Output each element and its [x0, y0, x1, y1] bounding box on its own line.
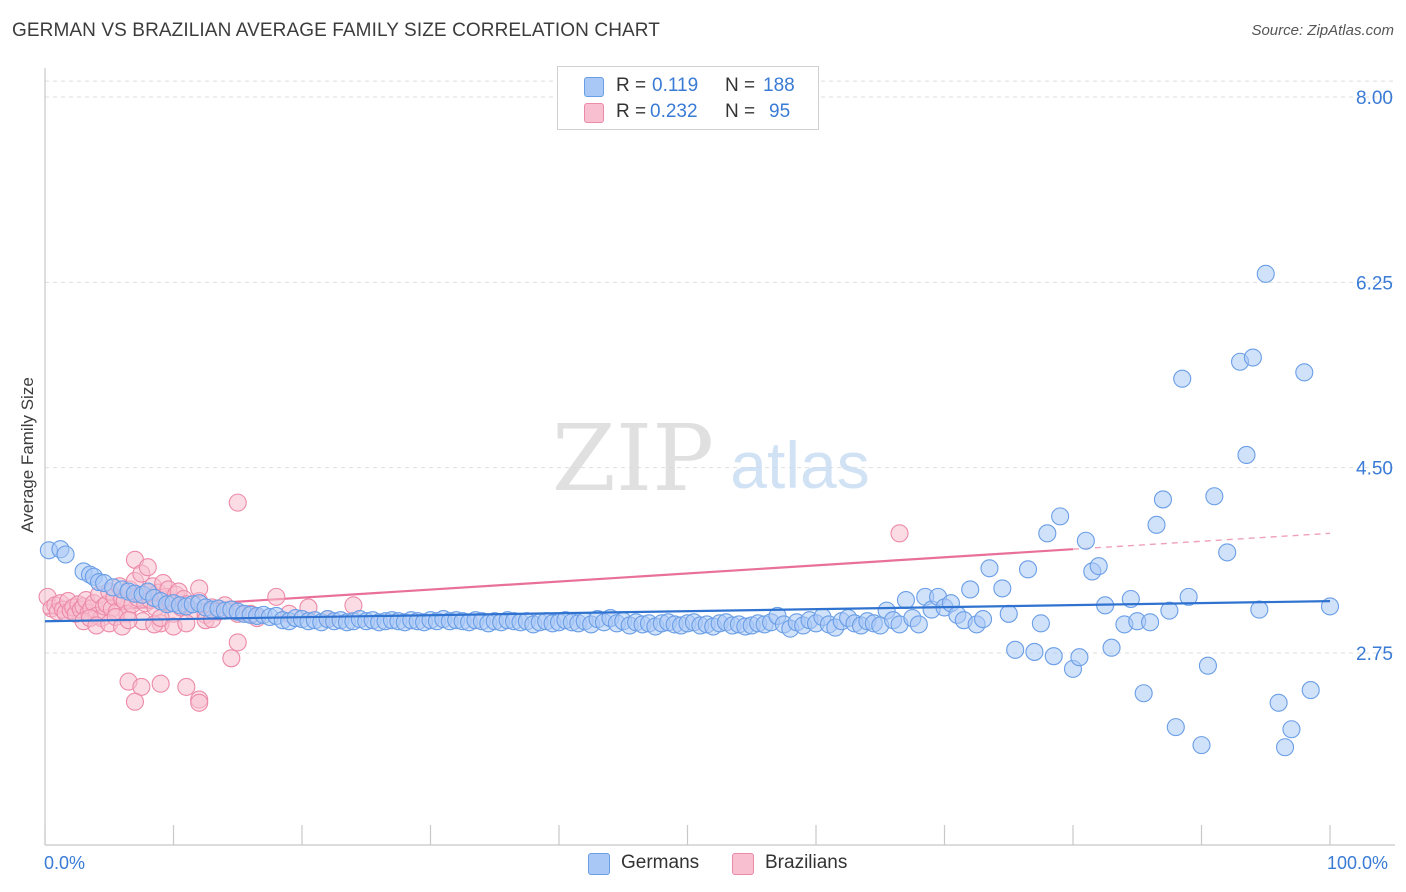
german-point [1218, 543, 1237, 562]
germans-legend-label: Germans [621, 852, 700, 873]
brazilian-point [222, 649, 241, 668]
watermark: ZIP atlas [552, 405, 870, 512]
german-point [1147, 515, 1166, 534]
german-point [1166, 718, 1185, 737]
german-point [1301, 681, 1320, 700]
axes [44, 68, 1395, 846]
brazilians-trend-dashed [1072, 532, 1331, 550]
brazilian-point [190, 693, 209, 712]
german-point [896, 590, 916, 610]
german-point [1038, 524, 1057, 543]
german-point [961, 580, 980, 599]
correlation-legend: R = 0.119 N = 188 R = 0.232 N = 95 [557, 66, 819, 130]
german-point [1141, 613, 1160, 632]
n-value: 95 [769, 101, 791, 122]
brazilians-legend-swatch [732, 853, 754, 875]
german-point [1051, 507, 1070, 526]
german-point [1018, 560, 1038, 579]
chart-title: GERMAN VS BRAZILIAN AVERAGE FAMILY SIZE … [12, 20, 660, 41]
germans-trend-line [44, 600, 1331, 623]
german-point [1179, 587, 1198, 606]
germans-legend-swatch [588, 853, 610, 875]
german-point [56, 545, 75, 564]
n-label: N = [725, 75, 756, 96]
german-point [1295, 363, 1314, 382]
y-tick-label: 8.00 [1356, 88, 1393, 109]
germans-trendline [44, 600, 1331, 623]
r-label: R = [616, 101, 647, 122]
german-point [1006, 640, 1025, 659]
x-min-label: 0.0% [44, 853, 86, 873]
watermark-atlas: atlas [730, 428, 869, 502]
german-point [1198, 656, 1217, 675]
german-point [1025, 642, 1044, 661]
german-point [1192, 736, 1211, 755]
german-point [1269, 693, 1288, 712]
y-tick-labels: 2.75 4.50 6.25 8.00 [1356, 88, 1393, 665]
german-point [973, 610, 993, 629]
german-point [1173, 369, 1192, 388]
german-point [1070, 648, 1089, 667]
german-point [1031, 614, 1050, 633]
gridlines [45, 80, 1395, 654]
brazilian-point [177, 614, 196, 633]
german-point [909, 615, 928, 634]
germans-swatch [584, 77, 604, 97]
brazilian-point [267, 587, 286, 606]
watermark-zip: ZIP [552, 405, 714, 512]
german-point [1205, 487, 1224, 506]
german-point [1153, 490, 1172, 509]
german-point [1160, 601, 1179, 620]
r-value: 0.119 [652, 75, 699, 96]
source-credit: Source: ZipAtlas.com [1251, 22, 1394, 39]
brazilian-point [228, 493, 247, 512]
german-point [1275, 738, 1295, 757]
german-point [1237, 445, 1256, 465]
brazilian-point [151, 674, 170, 693]
german-point [993, 579, 1012, 598]
brazilian-point [890, 524, 909, 543]
brazilians-legend-label: Brazilians [765, 852, 848, 873]
y-tick-label: 2.75 [1356, 644, 1393, 665]
y-tick-label: 4.50 [1356, 459, 1393, 480]
brazilians-swatch [584, 103, 604, 123]
german-point [999, 604, 1018, 623]
y-tick-label: 6.25 [1356, 273, 1393, 294]
r-value: 0.232 [650, 101, 698, 122]
x-max-label: 100.0% [1327, 853, 1389, 873]
german-point [1102, 638, 1121, 657]
german-point [1282, 720, 1301, 739]
german-point [1256, 264, 1275, 283]
brazilian-point [228, 633, 247, 652]
brazilian-point [138, 558, 157, 577]
brazilian-point [177, 677, 196, 696]
german-point [980, 559, 999, 578]
germans-points [39, 264, 1340, 757]
n-value: 188 [763, 75, 795, 96]
german-point [1250, 600, 1269, 619]
german-point [1089, 557, 1108, 576]
german-point [1243, 348, 1262, 367]
german-point [1134, 684, 1153, 703]
n-label: N = [725, 101, 756, 122]
german-point [1044, 647, 1063, 666]
r-label: R = [616, 75, 647, 96]
german-point [1076, 531, 1095, 550]
brazilian-point [125, 692, 144, 711]
